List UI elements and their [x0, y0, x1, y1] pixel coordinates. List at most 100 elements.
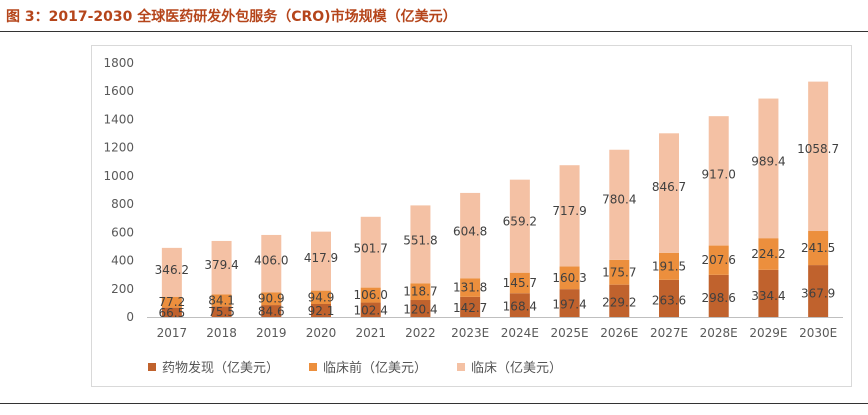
bar-segment	[659, 252, 679, 280]
legend-swatch-preclinical	[309, 362, 318, 371]
x-tick-label: 2019	[256, 326, 287, 340]
y-tick-label: 600	[111, 225, 134, 239]
legend-swatch-drug-discovery	[148, 362, 156, 371]
bar-segment	[410, 283, 431, 301]
legend-item-clinical: 临床（亿美元）	[457, 357, 562, 376]
x-tick-label: 2026E	[600, 326, 638, 340]
x-tick-label: 2020	[306, 326, 337, 340]
bar-segment	[360, 287, 381, 303]
y-tick-label: 200	[111, 282, 134, 296]
bar-segment	[609, 259, 630, 285]
x-tick-label: 2030E	[799, 326, 837, 340]
data-label: 501.7	[354, 242, 388, 256]
data-label: 989.4	[751, 154, 785, 168]
legend-item-drug-discovery: 药物发现（亿美元）	[148, 357, 279, 376]
bar-segment	[410, 300, 431, 317]
bar-segment	[161, 296, 182, 308]
data-label: 917.0	[702, 167, 736, 181]
data-label: 604.8	[453, 224, 487, 238]
data-label: 145.7	[503, 276, 537, 290]
bar-segment	[211, 240, 232, 295]
x-tick-label: 2028E	[700, 326, 738, 340]
bar-segment	[161, 247, 182, 297]
x-tick-label: 2027E	[650, 326, 688, 340]
bar-segment	[410, 205, 431, 284]
bar-segment	[708, 245, 729, 275]
data-label: 142.7	[453, 301, 487, 315]
bar-segment	[609, 149, 630, 260]
legend-label-clinical: 临床（亿美元）	[471, 361, 563, 376]
x-tick-label: 2024E	[501, 326, 539, 340]
data-label: 207.6	[702, 253, 736, 267]
data-label: 191.5	[652, 259, 686, 273]
y-tick-label: 1800	[103, 56, 134, 70]
footer-rule	[0, 403, 868, 404]
y-tick-label: 1000	[103, 169, 134, 183]
data-label: 1058.7	[797, 142, 839, 156]
bar-segment	[559, 289, 580, 317]
bar-segment	[559, 165, 580, 267]
bar-segment	[261, 292, 282, 306]
legend-label-preclinical: 临床前（亿美元）	[323, 361, 428, 376]
bar-segment	[808, 81, 829, 232]
bar-segment	[161, 307, 182, 317]
data-label: 75.5	[208, 305, 235, 319]
data-label: 77.2	[158, 295, 185, 309]
data-label: 118.7	[403, 285, 437, 299]
y-tick-label: 1200	[103, 141, 134, 155]
bar-segment	[261, 234, 282, 293]
x-tick-label: 2017	[157, 326, 188, 340]
bar-segment	[659, 279, 679, 317]
bar-segment	[360, 216, 381, 288]
y-tick-label: 1600	[103, 84, 134, 98]
data-label: 298.6	[702, 291, 736, 305]
data-label: 379.4	[204, 258, 238, 272]
x-tick-label: 2029E	[749, 326, 787, 340]
legend-item-preclinical: 临床前（亿美元）	[309, 357, 427, 376]
legend-label-drug-discovery: 药物发现（亿美元）	[162, 361, 280, 376]
bar-segment	[509, 179, 530, 273]
bar-segment	[360, 302, 381, 317]
bar-segment	[460, 278, 481, 297]
bar-segment	[708, 116, 729, 246]
x-tick-label: 2025E	[551, 326, 589, 340]
bar-segment	[808, 265, 829, 317]
data-label: 66.5	[158, 306, 185, 320]
x-tick-label: 2023E	[451, 326, 489, 340]
bar-segment	[708, 274, 729, 317]
data-label: 551.8	[403, 233, 437, 247]
figure-title: 图 3：2017-2030 全球医药研发外包服务（CRO)市场规模（亿美元）	[6, 9, 457, 25]
data-label: 168.4	[503, 299, 537, 313]
data-label: 717.9	[552, 204, 586, 218]
data-label: 224.2	[751, 247, 785, 261]
legend: 药物发现（亿美元） 临床前（亿美元） 临床（亿美元）	[148, 357, 562, 376]
bar-segment	[509, 272, 530, 294]
data-label: 406.0	[254, 254, 288, 268]
bar-segment	[261, 305, 282, 317]
data-label: 263.6	[652, 293, 686, 307]
bar-segment	[609, 284, 630, 317]
y-tick-label: 0	[126, 310, 134, 324]
bar-segment	[311, 290, 331, 305]
data-label: 346.2	[155, 263, 189, 277]
data-label: 241.5	[801, 241, 835, 255]
data-label: 334.4	[751, 289, 785, 303]
bar-segment	[758, 98, 779, 239]
data-label: 92.1	[308, 304, 335, 318]
chart-frame: 0 200 400 600 800 1000 1200 1400 1600 1800 66.5 77.…	[91, 45, 852, 387]
y-tick-label: 1400	[103, 112, 134, 126]
data-label: 197.4	[552, 297, 586, 311]
data-label: 131.8	[453, 281, 487, 295]
bar-segment	[659, 133, 679, 253]
data-label: 367.9	[801, 287, 835, 301]
bar-segment	[460, 296, 481, 317]
bar-segment	[460, 192, 481, 279]
data-label: 175.7	[602, 265, 636, 279]
data-label: 120.4	[403, 302, 437, 316]
bar-segment	[758, 269, 779, 317]
stacked-bar-chart: 0 200 400 600 800 1000 1200 1400 1600 1800 66.577.…	[103, 56, 843, 340]
data-label: 84.1	[208, 293, 235, 307]
data-label: 84.6	[258, 305, 285, 319]
bar-segment	[211, 294, 232, 307]
data-label: 229.2	[602, 295, 636, 309]
